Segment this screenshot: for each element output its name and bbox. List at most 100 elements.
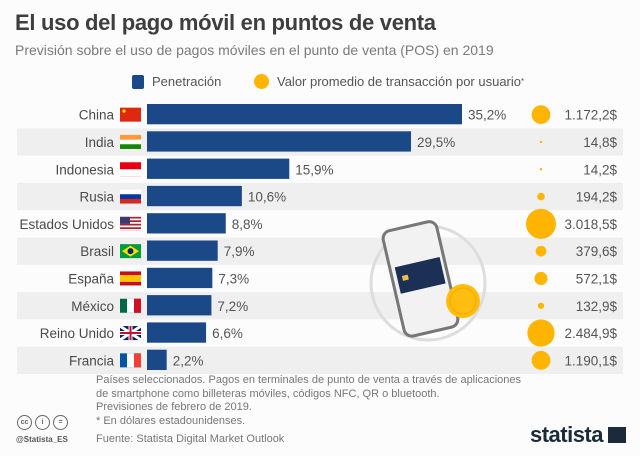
bar [147,213,226,234]
legend: Penetración Valor promedio de transacció… [0,74,640,92]
country-label: Estados Unidos [19,217,114,232]
bar-value-label: 8,8% [232,217,263,232]
credit-card-icon [394,257,446,294]
bubble-value-label: 132,9$ [576,299,618,314]
legend-square-icon [132,74,144,89]
footnote-line: Países seleccionados. Pagos en terminale… [96,374,521,386]
attribution-icon: i [35,415,50,430]
flag-stripe [120,194,141,199]
bubble-value-label: 14,8$ [583,135,617,150]
flag-stripe [120,229,141,231]
flag-stripe [120,274,141,282]
bar-value-label: 10,6% [248,190,286,205]
flag-canton [120,216,130,224]
bubble [531,350,551,370]
cc-icon: cc [17,415,32,430]
bar-value-label: 7,2% [217,299,248,314]
statista-logo: statista [530,422,626,448]
flag-stripe [120,169,141,177]
flag-cross [120,326,141,341]
bubble-value-label: 572,1$ [576,271,618,286]
bar-value-label: 6,6% [212,326,243,341]
bubble-value-label: 3.018,5$ [564,217,617,232]
flag-stripe [120,196,141,204]
bubble-value-label: 194,2$ [576,190,618,205]
bubble [534,271,548,285]
legend-asterisk: * [521,77,525,86]
brand-name: statista [529,422,604,447]
row-background [17,346,623,374]
legend-label-circle: Valor promedio de transacción por usuari… [277,74,522,89]
bar-value-label: 35,2% [468,108,506,123]
footnote-line: Previsiones de febrero de 2019. [96,401,252,413]
bar [147,267,213,289]
flag-stripe [134,353,141,368]
bar-value-label: 29,5% [417,135,455,150]
bubble-value-label: 1.172,2$ [564,108,617,123]
bar-value-label: 15,9% [295,162,333,177]
country-label: Indonesia [55,162,114,177]
country-label: China [79,108,115,123]
bar [147,349,167,370]
bar-value-label: 7,3% [218,271,249,286]
legend-item-penetracion: Penetración [132,74,221,89]
bar [147,295,212,316]
row-background [17,237,623,265]
bubble-value-label: 1.190,1$ [564,353,617,368]
bar [147,158,290,179]
bar [147,104,462,125]
row-background [17,182,623,211]
bubble [539,140,543,144]
country-label: México [71,299,114,314]
row-background [17,292,623,320]
legend-label-bar: Penetración [152,74,222,89]
statista-logo-icon [608,427,626,443]
social-handle: @Statista_ES [16,435,68,444]
bar-value-label: 7,9% [224,244,255,259]
chart-subtitle: Previsión sobre el uso de pagos móviles … [15,42,494,58]
bubble-value-label: 2.484,9$ [564,326,617,341]
coin-rim [449,287,477,315]
bar [147,185,242,207]
bubble-value-label: 14,2$ [583,162,617,177]
phone-illustration [369,220,487,342]
footnotes: Países seleccionados. Pagos en terminale… [96,374,521,428]
bar [147,131,411,152]
bubble [537,192,545,201]
chart-title: El uso del pago móvil en puntos de venta [15,10,436,35]
no-derivatives-icon: = [53,415,68,430]
country-label: India [85,135,115,150]
card-chip [401,274,409,281]
country-label: Francia [69,353,115,368]
legend-item-valor: Valor promedio de transacción por usuari… [254,74,524,89]
footnote-line: de smartphone como billeteras móviles, c… [96,387,440,400]
bubble [526,208,556,239]
footnote-line: * En dólares estadounidenses. [96,414,246,427]
bar [147,322,207,343]
flag-cn-icon [120,107,141,122]
country-label: Reino Unido [40,326,114,341]
bubble [537,302,545,309]
bubble [531,105,551,124]
bubble [539,168,543,171]
bar [147,240,218,261]
flag-stripe [120,141,141,149]
flag-stripe [134,298,141,313]
country-label: España [68,271,114,286]
flag-star [122,109,126,113]
bar-value-label: 2,2% [173,353,204,368]
flag-globe [127,248,134,255]
bubble-value-label: 379,6$ [576,244,618,259]
bubble [535,245,547,257]
flag-stripe [120,139,141,145]
coin-icon [446,284,480,318]
license-icons: cc i = [17,415,68,430]
legend-circle-icon [254,74,269,89]
bubble [527,319,555,347]
flag-stripe [120,222,141,224]
flag-stripe [127,353,134,368]
flag-stripe [120,218,141,221]
source-text: Fuente: Statista Digital Market Outlook [96,433,285,445]
flag-stripe [120,225,141,228]
